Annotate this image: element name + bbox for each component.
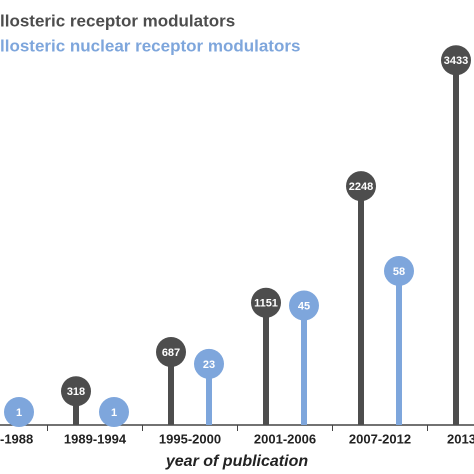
lollipop-head xyxy=(4,397,34,427)
lollipop-head xyxy=(346,171,376,202)
value-label: 318 xyxy=(67,386,85,398)
value-label: 58 xyxy=(393,266,405,278)
lollipop-head xyxy=(194,348,224,379)
value-label: 3433 xyxy=(444,55,468,67)
x-axis-title: year of publication xyxy=(165,453,308,470)
lollipop-head xyxy=(289,290,319,321)
x-tick-label: 1995-2000 xyxy=(159,431,221,446)
lollipop-head xyxy=(251,287,281,318)
value-label: 1 xyxy=(111,407,117,419)
lollipop-head xyxy=(61,376,91,407)
x-tick-label: 2001-2006 xyxy=(254,431,316,446)
value-label: 2248 xyxy=(349,181,373,193)
lollipop-head xyxy=(156,337,186,368)
lollipop-head xyxy=(384,255,414,286)
value-label: 1151 xyxy=(254,298,278,310)
x-tick-label: 2007-2012 xyxy=(349,431,411,446)
value-label: 45 xyxy=(298,300,310,312)
value-label: 23 xyxy=(203,359,215,371)
lollipop-head xyxy=(99,397,129,427)
legend-label: llosteric receptor modulators xyxy=(0,11,235,30)
value-label: 687 xyxy=(162,347,180,359)
x-tick-label: -1988 xyxy=(0,431,33,446)
lollipop-head xyxy=(441,45,471,76)
x-tick-label: 2013- xyxy=(447,431,474,446)
x-tick-label: 1989-1994 xyxy=(64,431,127,446)
value-label: 1 xyxy=(16,407,22,419)
legend-label: llosteric nuclear receptor modulators xyxy=(0,36,300,55)
